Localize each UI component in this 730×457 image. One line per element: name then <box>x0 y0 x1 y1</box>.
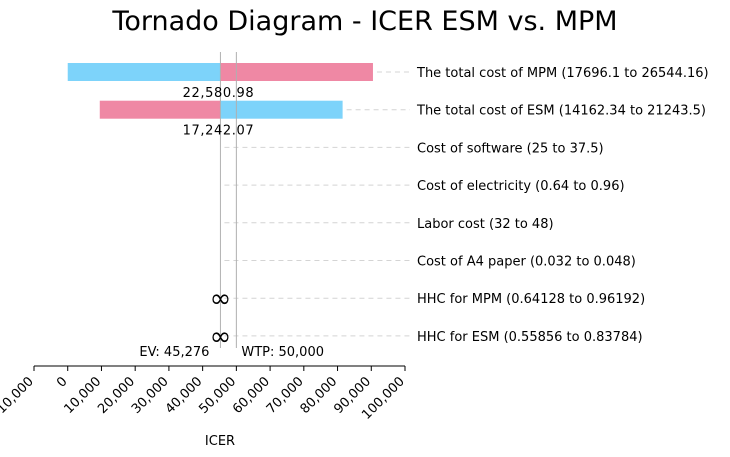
break-value-label: 22,580.98 <box>183 86 255 101</box>
x-tick-label: 10,000 <box>62 374 105 417</box>
variable-label: The total cost of ESM (14162.34 to 21243… <box>416 104 706 119</box>
infinity-icon: ∞ <box>210 284 232 314</box>
infinity-icon: ∞ <box>210 322 232 352</box>
chart-title: Tornado Diagram - ICER ESM vs. MPM <box>112 6 618 37</box>
x-tick-label: -10,000 <box>0 374 37 420</box>
ev-label: EV: 45,276 <box>139 345 209 360</box>
variable-label: Cost of software (25 to 37.5) <box>417 141 604 156</box>
variable-label: HHC for MPM (0.64128 to 0.96192) <box>417 292 645 307</box>
wtp-label: WTP: 50,000 <box>241 345 324 360</box>
x-tick-label: 40,000 <box>163 374 206 417</box>
bar-low <box>220 100 343 119</box>
x-tick-label: 70,000 <box>264 374 307 417</box>
x-tick-label: 30,000 <box>129 374 172 417</box>
variable-label: Cost of A4 paper (0.032 to 0.048) <box>417 255 636 270</box>
x-tick-label: 0 <box>54 374 70 390</box>
x-tick-label: 80,000 <box>298 374 341 417</box>
x-axis-title: ICER <box>205 434 235 449</box>
x-tick-label: 50,000 <box>196 374 239 417</box>
bar-high <box>99 100 221 119</box>
variable-label: HHC for ESM (0.55856 to 0.83784) <box>417 330 643 345</box>
variable-label: Cost of electricity (0.64 to 0.96) <box>417 179 625 194</box>
bar-low <box>67 63 221 81</box>
bar-high <box>220 63 373 81</box>
x-tick-label: 60,000 <box>230 374 273 417</box>
break-value-label: 17,242.07 <box>183 124 255 139</box>
variable-label: The total cost of MPM (17696.1 to 26544.… <box>416 66 709 81</box>
variable-label: Labor cost (32 to 48) <box>417 217 554 232</box>
x-tick-label: 20,000 <box>95 374 138 417</box>
